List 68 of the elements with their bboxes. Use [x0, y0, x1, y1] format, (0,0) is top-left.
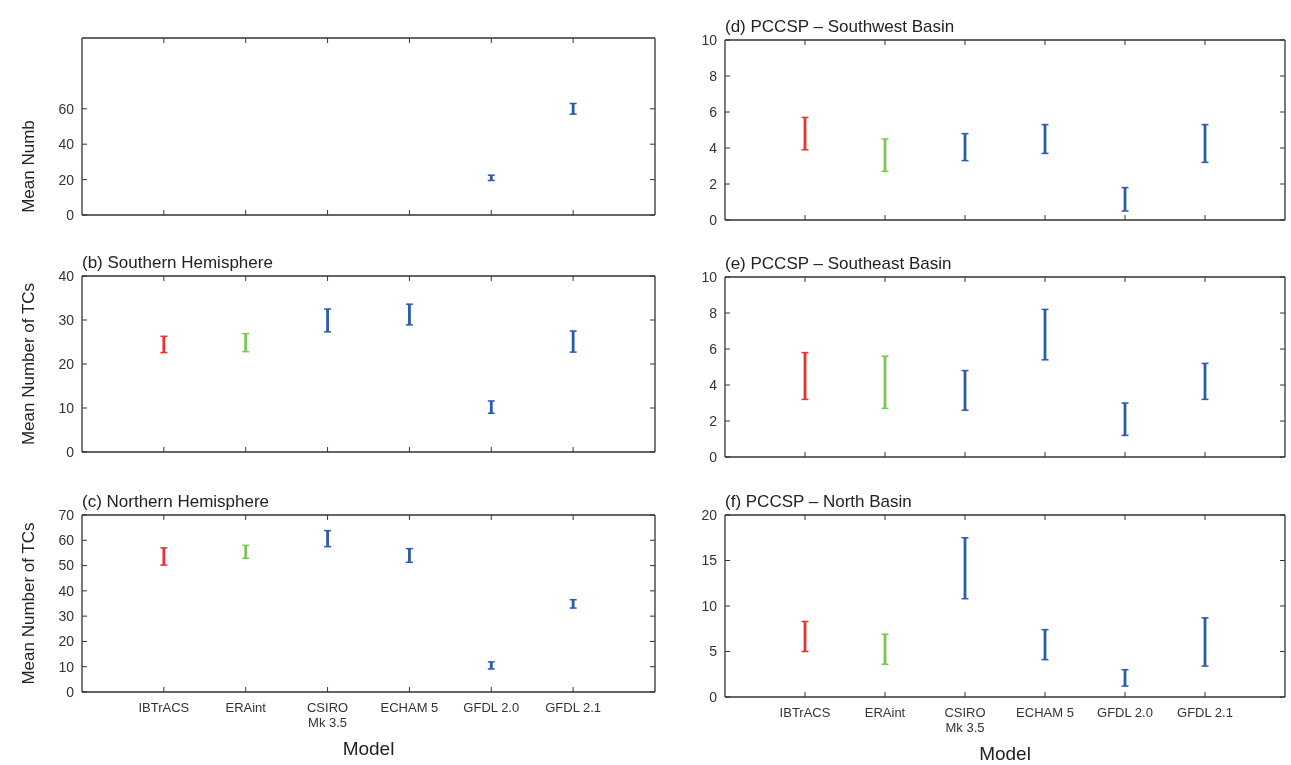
- y-tick-label: 8: [709, 67, 718, 84]
- y-tick-label: 10: [58, 658, 75, 675]
- y-tick-label: 20: [58, 633, 75, 650]
- y-tick-label: 40: [58, 267, 75, 284]
- bar: [326, 309, 329, 332]
- x-tick-label: GFDL 2.0: [463, 700, 520, 715]
- y-tick-label: 4: [709, 139, 718, 156]
- bar: [408, 304, 411, 325]
- x-tick-label: IBTrACS: [779, 705, 831, 720]
- y-tick-label: 60: [58, 532, 75, 549]
- bar: [162, 336, 166, 353]
- x-tick-label: CSIRO Mk 3.5: [306, 700, 349, 730]
- x-tick-label: GFDL 2.1: [545, 700, 602, 715]
- y-tick-label: 20: [58, 355, 75, 372]
- y-tick-label: 0: [66, 443, 75, 460]
- y-axis-title: Mean Numb: [19, 120, 38, 213]
- y-tick-label: 2: [709, 175, 718, 192]
- chart-title: (f) PCCSP – North Basin: [725, 492, 912, 511]
- bar: [244, 545, 248, 559]
- y-tick-label: 40: [58, 582, 75, 599]
- x-tick-label: ECHAM 5: [1016, 705, 1074, 720]
- bar: [326, 530, 329, 547]
- y-tick-label: 50: [58, 557, 75, 574]
- y-tick-label: 10: [701, 268, 718, 285]
- chart-title: (d) PCCSP – Southwest Basin: [725, 17, 955, 36]
- y-tick-label: 40: [58, 136, 75, 153]
- bar: [489, 400, 493, 414]
- y-tick-label: 0: [709, 448, 718, 465]
- y-tick-label: 6: [709, 103, 718, 120]
- bar: [162, 547, 166, 566]
- x-tick-label: ERAint: [225, 700, 267, 715]
- y-axis-title: Mean Number of TCs: [19, 282, 38, 446]
- x-axis-title: Model: [342, 738, 395, 759]
- y-tick-label: 4: [709, 376, 718, 393]
- bar: [571, 331, 575, 353]
- y-tick-label: 20: [701, 506, 718, 523]
- y-tick-label: 30: [58, 311, 75, 328]
- x-tick-label: CSIRO Mk 3.5: [944, 705, 986, 735]
- y-tick-label: 2: [709, 412, 718, 429]
- y-tick-label: 0: [66, 683, 75, 700]
- x-tick-label: GFDL 2.1: [1177, 705, 1233, 720]
- bar: [571, 599, 575, 609]
- bar: [244, 333, 248, 352]
- y-axis-title: Mean Number of TCs: [19, 522, 38, 685]
- y-tick-label: 70: [58, 506, 75, 523]
- y-tick-label: 5: [709, 643, 718, 660]
- chart-title: (e) PCCSP – Southeast Basin: [725, 254, 952, 273]
- y-tick-label: 10: [701, 597, 718, 614]
- y-tick-label: 0: [709, 688, 718, 705]
- x-axis-title: Model: [979, 743, 1031, 764]
- x-tick-label: ECHAM 5: [380, 700, 439, 715]
- chart-title: (b) Southern Hemisphere: [82, 253, 273, 272]
- y-tick-label: 0: [709, 211, 718, 228]
- y-tick-label: 60: [58, 100, 75, 117]
- y-tick-label: 20: [58, 171, 75, 188]
- y-tick-label: 10: [701, 31, 718, 48]
- y-tick-label: 30: [58, 608, 75, 625]
- bar: [408, 548, 411, 563]
- chart-title: (c) Northern Hemisphere: [82, 492, 270, 511]
- x-tick-label: GFDL 2.0: [1097, 705, 1153, 720]
- x-tick-label: ERAint: [864, 705, 906, 720]
- y-tick-label: 10: [58, 399, 75, 416]
- x-tick-label: IBTrACS: [138, 700, 190, 715]
- y-tick-label: 15: [701, 552, 718, 569]
- bar: [489, 661, 493, 669]
- y-tick-label: 8: [709, 304, 718, 321]
- y-tick-label: 0: [66, 206, 75, 223]
- y-tick-label: 6: [709, 340, 718, 357]
